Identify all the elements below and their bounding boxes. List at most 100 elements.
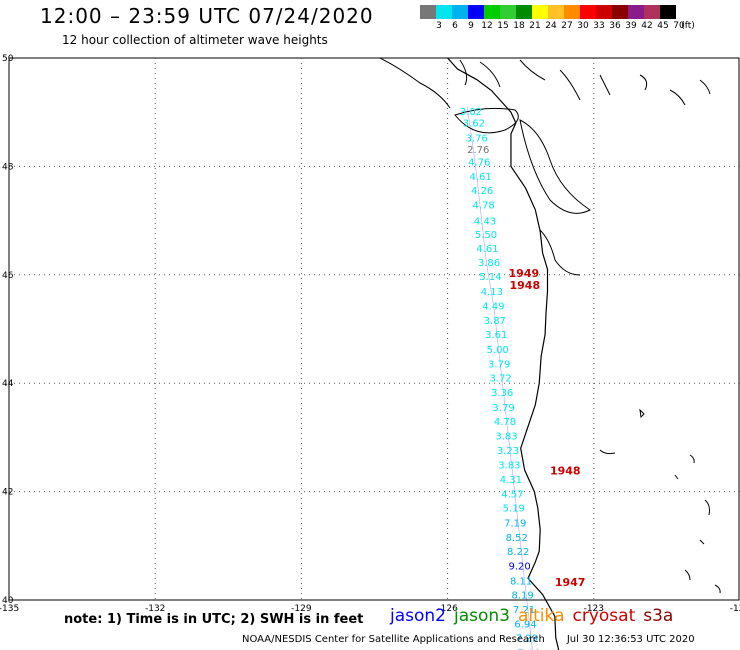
swh-value-label: 3.36 — [491, 388, 513, 399]
lon-tick-label: -129 — [291, 604, 312, 614]
lon-tick-label: -120 — [730, 604, 740, 614]
color-scale-label: 24 — [545, 21, 557, 31]
swh-value-label: 7.19 — [504, 518, 526, 529]
timestamp: Jul 30 12:36:53 UTC 2020 — [566, 634, 695, 645]
swh-value-label: 5.14 — [479, 272, 501, 283]
swh-value-label: 4.57 — [501, 490, 523, 501]
lon-tick-label: -132 — [145, 604, 165, 614]
swh-value-label: 3.02 — [460, 107, 482, 118]
swh-value-label: 3.23 — [497, 446, 519, 457]
units-note: note: 1) Time is in UTC; 2) SWH is in fe… — [64, 612, 364, 627]
color-scale-label: 27 — [561, 21, 573, 31]
color-swatch — [516, 5, 532, 19]
color-swatch — [548, 5, 564, 19]
swh-value-label: 7.29 — [516, 634, 538, 645]
lat-tick-label: 42 — [2, 488, 13, 498]
color-swatch — [436, 5, 452, 19]
color-swatch — [452, 5, 468, 19]
color-scale-label: 36 — [609, 21, 621, 31]
strait-outline — [454, 107, 519, 134]
lon-tick-label: -123 — [584, 604, 604, 614]
swh-value-label: 8.11 — [510, 576, 532, 587]
color-swatch — [484, 5, 500, 19]
color-scale-label: 12 — [481, 21, 493, 31]
swh-value-label: 4.31 — [500, 475, 522, 486]
map-frame — [8, 57, 740, 601]
legend-jason2: jason2 — [390, 606, 446, 626]
color-scale-label: 42 — [641, 21, 653, 31]
legend-altika: altika — [518, 606, 565, 626]
swh-value-label: 7.44 — [517, 648, 539, 650]
legend-cryosat: cryosat — [572, 606, 636, 626]
swh-value-label: 3.62 — [463, 118, 485, 129]
color-scale-label: 3 — [436, 21, 442, 31]
swh-value-label: 3.61 — [485, 330, 507, 341]
lon-tick-label: -135 — [0, 604, 19, 614]
swh-value-label: 5.50 — [475, 230, 497, 241]
color-scale-label: 70 — [673, 21, 685, 31]
swh-value-label: 4.61 — [470, 172, 492, 183]
swh-value-label: 3.72 — [490, 374, 512, 385]
swh-value-label: 4.78 — [472, 201, 494, 212]
swh-value-label: 4.26 — [471, 186, 493, 197]
swh-value-label: 5.00 — [487, 345, 509, 356]
vancouver-island-outline — [379, 57, 451, 109]
color-scale-label: 39 — [625, 21, 637, 31]
color-swatch — [580, 5, 596, 19]
pass-time-label: 1949 — [509, 267, 540, 280]
color-swatch — [468, 5, 484, 19]
swh-value-label: 4.61 — [476, 244, 498, 255]
swh-value-label: 7.21 — [513, 605, 535, 616]
lat-tick-label: 44 — [2, 379, 14, 389]
pass-time-label: 1948 — [550, 464, 581, 477]
coastline — [379, 57, 721, 650]
color-swatch — [660, 5, 676, 19]
color-swatch — [628, 5, 644, 19]
swh-value-label: 3.83 — [498, 460, 520, 471]
lat-tick-label: 50 — [2, 54, 14, 64]
swh-value-label: 4.13 — [481, 287, 503, 298]
swh-labels: 3.023.62 3.762.764.76 4.61 4.26 4.78 4.43 5.50… — [460, 107, 586, 650]
swh-value-label: 2.76 — [467, 145, 489, 156]
swh-value-label: 3.79 — [488, 359, 510, 370]
ground-track-line — [466, 106, 533, 650]
color-scale-label: 30 — [577, 21, 589, 31]
color-swatch — [564, 5, 580, 19]
swh-value-label: 8.19 — [511, 590, 533, 601]
color-swatch — [644, 5, 660, 19]
swh-value-label: 4.43 — [474, 216, 496, 227]
credit-line: NOAA/NESDIS Center for Satellite Applica… — [242, 634, 695, 645]
swh-value-label: 4.76 — [468, 157, 490, 168]
swh-value-label: 4.49 — [482, 301, 504, 312]
color-scale-label: 6 — [452, 21, 458, 31]
color-swatch — [532, 5, 548, 19]
axis-labels: -135 -132 -129 -126 -123 -120 50 48 46 44 42 40 — [0, 54, 740, 614]
swh-value-label: 3.79 — [492, 403, 514, 414]
island-outlines — [459, 59, 711, 106]
swh-value-label: 8.22 — [507, 547, 529, 558]
color-scale-label: 45 — [657, 21, 669, 31]
swh-value-label: 9.20 — [509, 562, 531, 573]
color-scale-label: 21 — [529, 21, 541, 31]
satellite-legend: jason2 jason3 altika cryosat s3a — [390, 606, 681, 626]
swh-value-label: 3.76 — [466, 133, 488, 144]
swh-value-label: 3.87 — [484, 316, 506, 327]
swh-value-label: 8.52 — [506, 533, 528, 544]
lat-tick-label: 46 — [2, 271, 14, 281]
swh-value-label: 4.78 — [494, 417, 516, 428]
lat-lon-grid — [8, 57, 740, 601]
color-swatch — [596, 5, 612, 19]
swh-value-label: 6.94 — [514, 620, 536, 631]
color-swatch — [420, 5, 436, 19]
pacific-coastline — [447, 57, 560, 650]
color-scale-label: 15 — [497, 21, 509, 31]
legend-jason3: jason3 — [454, 606, 510, 626]
swh-value-label: 3.86 — [478, 258, 500, 269]
puget-sound-outline — [519, 119, 591, 214]
pass-time-label: 1947 — [555, 576, 586, 589]
pass-time-label: 1948 — [509, 279, 540, 292]
color-scale-label: 18 — [513, 21, 525, 31]
color-scale-labels: 3 6 9 12 15 18 21 24 27 30 33 36 39 42 45 70 (ft) — [420, 21, 740, 33]
color-scale-label: (ft) — [681, 21, 695, 31]
columbia-river-outline — [539, 229, 581, 276]
